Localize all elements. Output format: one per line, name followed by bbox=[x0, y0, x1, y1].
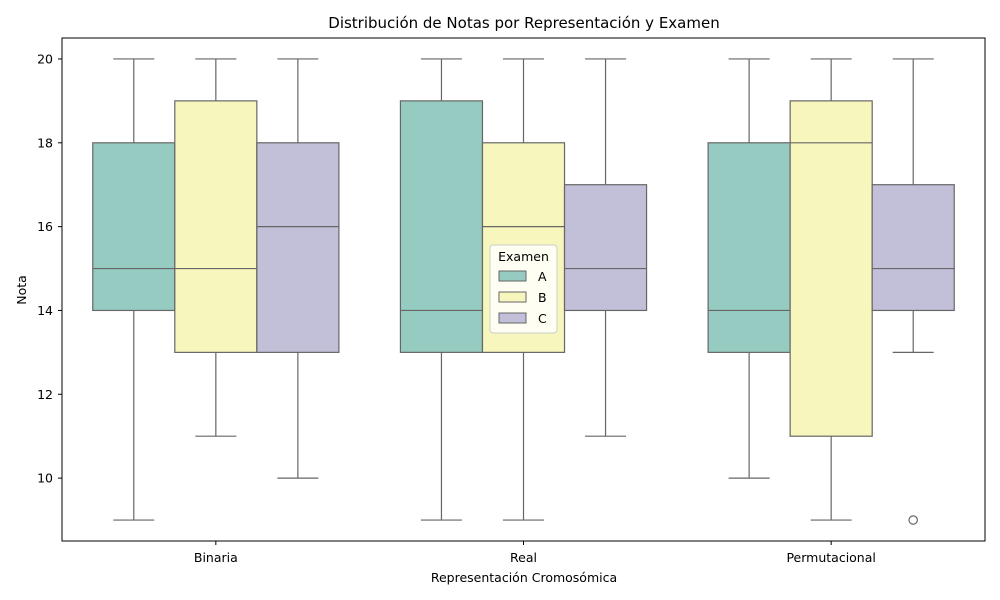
x-axis-label: Representación Cromosómica bbox=[431, 570, 617, 585]
legend-label: C bbox=[538, 311, 547, 326]
x-tick-label: Permutacional bbox=[786, 550, 875, 565]
y-tick-label: 18 bbox=[37, 135, 53, 150]
y-tick-label: 16 bbox=[37, 219, 53, 234]
y-tick-label: 20 bbox=[37, 51, 53, 66]
legend-swatch bbox=[498, 270, 527, 282]
y-tick-label: 14 bbox=[37, 303, 53, 318]
legend-label: B bbox=[538, 290, 547, 305]
box-iqr bbox=[256, 142, 340, 353]
axes: 10 12 14 16 18 20 Binaria Real Permutacional bbox=[37, 51, 876, 565]
box-iqr bbox=[789, 100, 873, 437]
legend: Examen ABC bbox=[489, 244, 558, 334]
box-permutacional-c bbox=[871, 58, 955, 525]
legend-frame bbox=[489, 244, 558, 334]
y-tick-label: 12 bbox=[37, 387, 53, 402]
box-permutacional-b bbox=[789, 58, 873, 521]
legend-item-c: C bbox=[498, 311, 547, 326]
plot-area bbox=[92, 58, 955, 525]
box-iqr bbox=[174, 100, 258, 353]
chart-title: Distribución de Notas por Representación… bbox=[328, 14, 719, 32]
outlier-point bbox=[908, 515, 919, 525]
y-tick-label: 10 bbox=[37, 471, 53, 486]
legend-label: A bbox=[538, 269, 547, 284]
box-binaria-a bbox=[92, 58, 176, 521]
x-tick-label: Real bbox=[510, 550, 537, 565]
x-tick-label: Binaria bbox=[194, 550, 238, 565]
box-binaria-b bbox=[174, 58, 258, 437]
box-iqr bbox=[92, 142, 176, 312]
box-binaria-c bbox=[256, 58, 340, 479]
legend-swatch bbox=[498, 312, 527, 324]
legend-swatch bbox=[498, 291, 527, 303]
box-iqr bbox=[707, 142, 791, 353]
box-iqr bbox=[563, 184, 648, 312]
legend-title: Examen bbox=[498, 249, 549, 264]
box-permutacional-a bbox=[707, 58, 791, 479]
box-iqr bbox=[871, 184, 955, 312]
y-axis-label: Nota bbox=[14, 275, 29, 305]
legend-item-b: B bbox=[498, 290, 547, 305]
box-real-c bbox=[563, 58, 648, 437]
box-real-a bbox=[399, 58, 484, 521]
legend-item-a: A bbox=[498, 269, 547, 284]
box-iqr bbox=[399, 100, 484, 353]
